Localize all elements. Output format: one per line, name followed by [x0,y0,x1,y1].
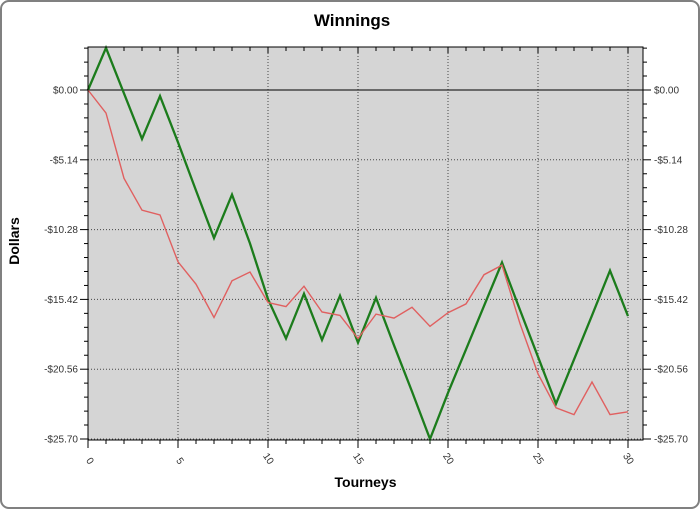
x-tick-label: 25 [530,451,546,467]
y-tick-label-right: $0.00 [654,86,679,97]
x-tick-label: 0 [83,456,95,467]
y-tick-label-right: -$20.56 [654,365,688,376]
red-line [87,89,629,416]
y-tick-label-left: -$20.56 [44,365,78,376]
plot-border [87,46,644,441]
y-tick-label-right: -$10.28 [654,225,688,236]
x-tick-label: 10 [260,451,276,467]
y-tick-label-left: -$15.42 [44,295,78,306]
y-tick-label-right: -$15.42 [654,295,688,306]
plot-background [88,47,643,440]
x-tick-label: 15 [350,451,366,467]
y-tick-label-left: -$5.14 [50,155,79,166]
y-tick-label-left: $0.00 [53,86,78,97]
x-axis-title: Tourneys [334,474,397,490]
chart-title: Winnings [313,11,391,30]
y-tick-label-right: -$5.14 [654,155,683,166]
green-line [86,44,630,443]
x-tick-label: 20 [440,451,456,467]
y-tick-label-left: -$10.28 [44,225,78,236]
y-tick-label-right: -$25.70 [654,435,688,446]
x-tick-label: 30 [620,451,636,467]
y-tick-label-left: -$25.70 [44,435,78,446]
x-tick-label: 5 [173,456,185,467]
